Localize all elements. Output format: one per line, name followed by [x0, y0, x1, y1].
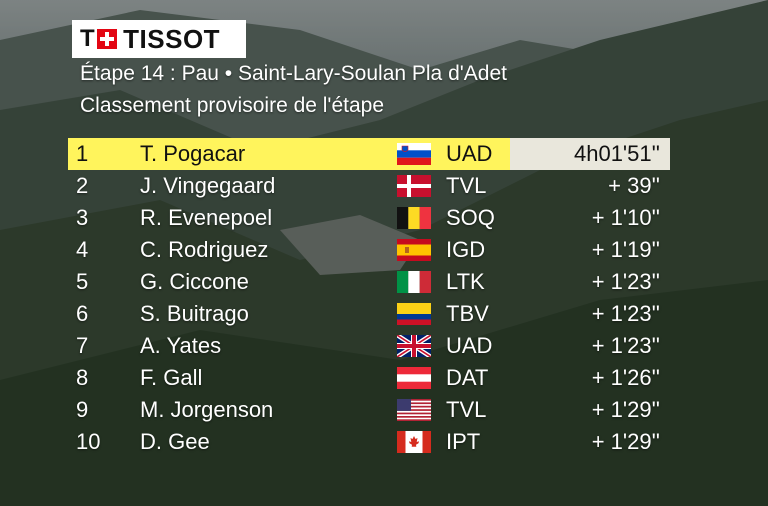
- team-code: IPT: [446, 429, 481, 454]
- rank: 4: [76, 237, 89, 262]
- rider-name: G. Ciccone: [140, 269, 249, 294]
- rider-name: M. Jorgenson: [140, 397, 274, 422]
- stage-title: Étape 14 : Pau • Saint-Lary-Soulan Pla d…: [80, 62, 507, 85]
- table-row: 9 M. Jorgenson TVL + 1'29'': [68, 394, 670, 426]
- standings-subtitle: Classement provisoire de l'étape: [80, 94, 384, 117]
- rank: 5: [76, 269, 89, 294]
- time-gap: + 1'23'': [591, 301, 660, 326]
- rider-name: A. Yates: [140, 333, 222, 358]
- table-row: 1 T. Pogacar UAD 4h01'51'': [68, 138, 670, 170]
- swiss-cross-icon: [97, 29, 118, 49]
- rank: 2: [76, 173, 89, 198]
- team-code: DAT: [446, 365, 489, 390]
- table-row: 6 S. Buitrago TBV + 1'23'': [68, 298, 670, 330]
- table-row: 7 A. Yates UAD + 1'23'': [68, 330, 670, 362]
- rank: 3: [76, 205, 89, 230]
- canada-flag-icon: [397, 431, 431, 453]
- time-gap: + 1'19'': [591, 237, 660, 262]
- time-gap: 4h01'51'': [510, 138, 670, 170]
- rank: 7: [76, 333, 89, 358]
- belgium-flag-icon: [397, 207, 431, 229]
- table-row: 8 F. Gall DAT + 1'26'': [68, 362, 670, 394]
- colombia-flag-icon: [397, 303, 431, 325]
- denmark-flag-icon: [397, 175, 431, 197]
- rider-name: D. Gee: [140, 429, 210, 454]
- table-row: 5 G. Ciccone LTK + 1'23'': [68, 266, 670, 298]
- table-row: 4 C. Rodriguez IGD + 1'19'': [68, 234, 670, 266]
- time-gap: + 1'23'': [591, 333, 660, 358]
- rank: 9: [76, 397, 89, 422]
- team-code: UAD: [446, 333, 493, 358]
- standings-table: 1 T. Pogacar UAD 4h01'51'' 2 J. Vingegaa…: [68, 138, 670, 458]
- rank: 8: [76, 365, 89, 390]
- rank: 1: [76, 141, 89, 166]
- rider-name: C. Rodriguez: [140, 237, 269, 262]
- rank: 6: [76, 301, 89, 326]
- rider-name: T. Pogacar: [140, 141, 246, 166]
- team-code: IGD: [446, 237, 486, 262]
- team-code: TBV: [446, 301, 489, 326]
- table-row: 2 J. Vingegaard TVL + 39'': [68, 170, 670, 202]
- usa-flag-icon: [397, 399, 431, 421]
- uk-flag-icon: [397, 335, 431, 357]
- austria-flag-icon: [397, 367, 431, 389]
- time-gap: + 39'': [608, 173, 660, 198]
- team-code: SOQ: [446, 205, 495, 230]
- team-code: LTK: [446, 269, 485, 294]
- time-gap: + 1'10'': [591, 205, 660, 230]
- table-row: 10 D. Gee IPT + 1'29'': [68, 426, 670, 458]
- team-code: TVL: [446, 397, 487, 422]
- tissot-logo: T TISSOT: [72, 20, 246, 58]
- time-gap: + 1'29'': [591, 397, 660, 422]
- rider-name: S. Buitrago: [140, 301, 249, 326]
- rider-name: J. Vingegaard: [140, 173, 276, 198]
- team-code: UAD: [446, 141, 493, 166]
- logo-wordmark: TISSOT: [123, 23, 221, 54]
- italy-flag-icon: [397, 271, 431, 293]
- logo-prefix: T: [80, 25, 96, 52]
- time-gap: + 1'23'': [591, 269, 660, 294]
- rank: 10: [76, 429, 101, 454]
- rider-name: F. Gall: [140, 365, 203, 390]
- spain-flag-icon: [397, 239, 431, 261]
- table-row: 3 R. Evenepoel SOQ + 1'10'': [68, 202, 670, 234]
- rider-name: R. Evenepoel: [140, 205, 273, 230]
- slovenia-flag-icon: [397, 143, 431, 165]
- team-code: TVL: [446, 173, 487, 198]
- time-gap: + 1'26'': [591, 365, 660, 390]
- time-gap: + 1'29'': [591, 429, 660, 454]
